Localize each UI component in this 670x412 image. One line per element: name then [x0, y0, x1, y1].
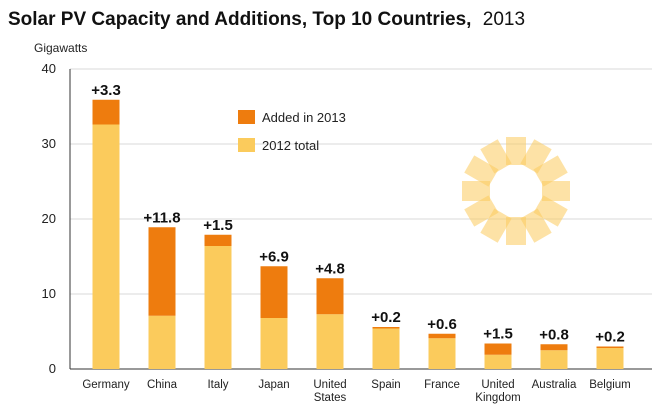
addition-label: +4.8 — [315, 260, 345, 277]
x-tick-label: Belgium — [589, 379, 631, 391]
addition-label: +0.8 — [539, 326, 569, 343]
x-tick-label: Italy — [207, 379, 228, 391]
sun-ray — [462, 181, 490, 201]
addition-label: +0.2 — [371, 309, 401, 326]
bar-2012-total — [428, 338, 456, 369]
y-tick-labels: 0 10 20 30 40 — [42, 61, 56, 376]
y-tick-label: 30 — [42, 136, 56, 151]
x-tick-label: France — [424, 379, 460, 391]
addition-label: +3.3 — [91, 82, 121, 99]
bar-2012-total — [540, 350, 568, 369]
y-tick-label: 0 — [49, 361, 56, 376]
bar-added-2013 — [484, 343, 512, 355]
y-tick-label: 40 — [42, 61, 56, 76]
bar-2012-total — [260, 318, 288, 369]
x-tick-label: Spain — [371, 379, 400, 391]
bar-added-2013 — [596, 346, 624, 348]
addition-label: +0.2 — [595, 329, 625, 346]
bar-added-2013 — [260, 266, 288, 318]
sun-ray — [464, 195, 499, 227]
x-tick-label: China — [147, 379, 178, 391]
sun-ray — [480, 139, 512, 174]
bar-2012-total — [484, 354, 512, 369]
x-tick-label: Australia — [532, 379, 577, 391]
addition-labels: +3.3 +11.8 +1.5 +6.9 +4.8 +0.2 +0.6 +1.5 +0.8 +0.… — [91, 82, 625, 346]
addition-label: +0.6 — [427, 316, 457, 333]
chart-title-year: 2013 — [483, 9, 525, 30]
bar-added-2013 — [428, 333, 456, 339]
y-tick-label: 10 — [42, 286, 56, 301]
sun-ray — [464, 155, 499, 187]
bar-added-2013 — [372, 327, 400, 329]
sun-ray — [533, 155, 568, 187]
addition-label: +1.5 — [203, 217, 233, 234]
bar-added-2013 — [540, 344, 568, 351]
x-tick-label: Germany — [82, 379, 130, 391]
bar-2012-total — [204, 246, 232, 369]
bar-2012-total — [316, 314, 344, 369]
bar-added-2013 — [316, 278, 344, 315]
bar-added-2013 — [92, 99, 120, 125]
chart-title-main: Solar PV Capacity and Additions, Top 10 … — [8, 9, 471, 30]
chart-title: Solar PV Capacity and Additions, Top 10 … — [8, 9, 525, 30]
bars — [92, 99, 624, 369]
bar-2012-total — [92, 124, 120, 369]
x-tick-label: United Kingdom — [475, 379, 520, 404]
y-tick-label: 20 — [42, 211, 56, 226]
sun-ray — [520, 208, 552, 243]
addition-label: +6.9 — [259, 248, 289, 265]
sun-ray — [520, 139, 552, 174]
sun-ray — [480, 208, 512, 243]
sun-ray — [542, 181, 570, 201]
bar-added-2013 — [204, 234, 232, 246]
sun-ray — [506, 217, 526, 245]
x-tick-label: Japan — [258, 379, 289, 391]
x-tick-label: United States — [313, 379, 346, 404]
sun-ray — [506, 137, 526, 165]
y-axis-label: Gigawatts — [34, 41, 87, 55]
legend-swatch — [238, 110, 255, 124]
legend: Added in 2013 2012 total — [238, 110, 346, 153]
addition-label: +1.5 — [483, 326, 513, 343]
bar-2012-total — [148, 315, 176, 369]
sun-ray — [533, 195, 568, 227]
bar-2012-total — [372, 328, 400, 369]
legend-label: Added in 2013 — [262, 110, 346, 125]
bar-added-2013 — [148, 227, 176, 316]
bar-2012-total — [596, 348, 624, 369]
sun-icon — [462, 137, 570, 245]
legend-label: 2012 total — [262, 138, 319, 153]
legend-swatch — [238, 138, 255, 152]
x-tick-labels: Germany China Italy Japan United States Spain F… — [82, 379, 630, 404]
addition-label: +11.8 — [143, 209, 180, 226]
